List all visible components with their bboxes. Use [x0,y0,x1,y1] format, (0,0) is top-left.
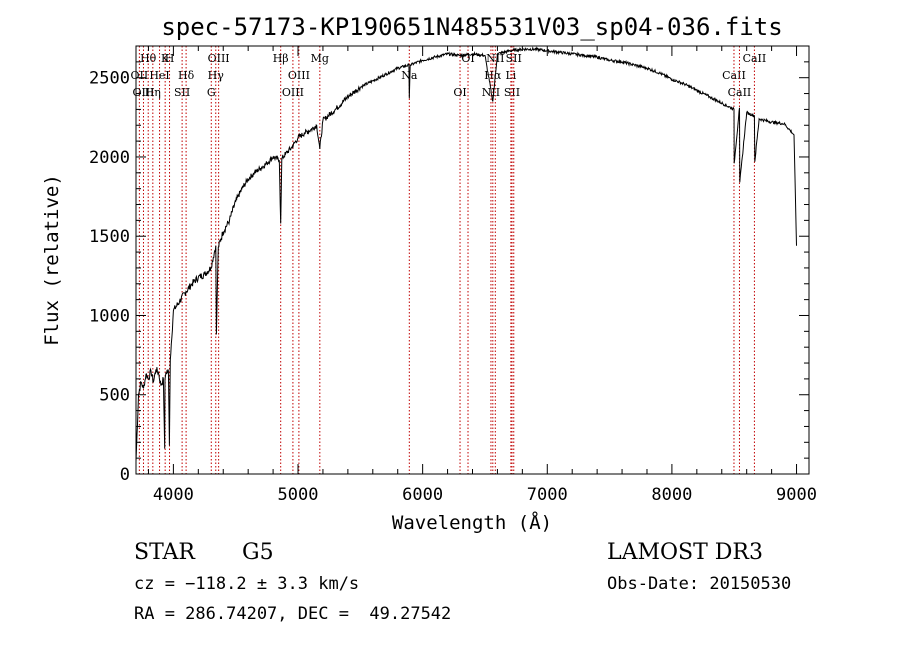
redshift-cz: cz = −118.2 ± 3.3 km/s [134,574,359,594]
line-marker-label: OII [131,69,149,82]
x-tick-label: 7000 [527,485,568,505]
x-axis-label: Wavelength (Å) [392,511,552,534]
object-class: STAR [134,540,196,565]
line-marker-label: OI [453,86,466,99]
y-tick-label: 1000 [89,306,130,326]
obs-date: Obs-Date: 20150530 [607,574,791,594]
line-marker-label: OIII [208,52,230,65]
line-marker-label: Hθ [140,52,157,65]
y-tick-label: 500 [99,386,130,406]
line-marker-label: OIII [132,86,154,99]
line-marker-label: SII [506,52,522,65]
line-marker-label: Hβ [273,52,289,65]
y-tick-label: 1500 [89,227,130,247]
line-marker-label: NII [486,52,504,65]
spectrum-line [135,46,797,462]
line-marker-label: K [161,52,170,65]
line-marker-label: SII [174,86,190,99]
x-tick-label: 8000 [651,485,692,505]
line-marker-label: Hγ [208,69,225,82]
line-marker-label: SII [504,86,520,99]
y-axis-label: Flux (relative) [41,174,63,346]
x-tick-label: 5000 [278,485,319,505]
y-axis: 0 500 1000 1500 2000 2500 [89,61,809,485]
plot-frame [135,45,810,475]
line-marker-label: CaII [722,69,746,82]
line-marker-label: G [207,86,216,99]
chart-title: spec-57173-KP190651N485531V03_sp04-036.f… [161,13,782,41]
line-marker-label: HeI [149,69,169,82]
line-marker-label: CaII [728,86,752,99]
y-tick-label: 2500 [89,69,130,89]
line-marker-label: CaII [743,52,767,65]
line-marker-label: Li [505,69,516,82]
y-tick-label: 0 [120,465,130,485]
line-marker-label: OIII [282,86,304,99]
line-marker-label: H [165,52,175,65]
y-tick-label: 2000 [89,148,130,168]
emission-line-markers: HθOIIOIIIKHeIHηHHδSIIOIIIHγGHβOIIIOIIIMg… [131,46,767,474]
x-tick-label: 9000 [776,485,817,505]
survey-name: LAMOST DR3 [607,540,763,565]
coordinates: RA = 286.74207, DEC = 49.27542 [134,604,451,624]
line-marker-label: Hη [145,86,161,99]
line-marker-label: Hδ [178,69,195,82]
line-marker-label: Mg [311,52,329,65]
object-subclass: G5 [242,540,274,565]
x-tick-label: 4000 [153,485,194,505]
line-marker-label: OIII [288,69,310,82]
x-axis: 4000 5000 6000 7000 8000 9000 [147,46,817,505]
x-tick-label: 6000 [402,485,443,505]
